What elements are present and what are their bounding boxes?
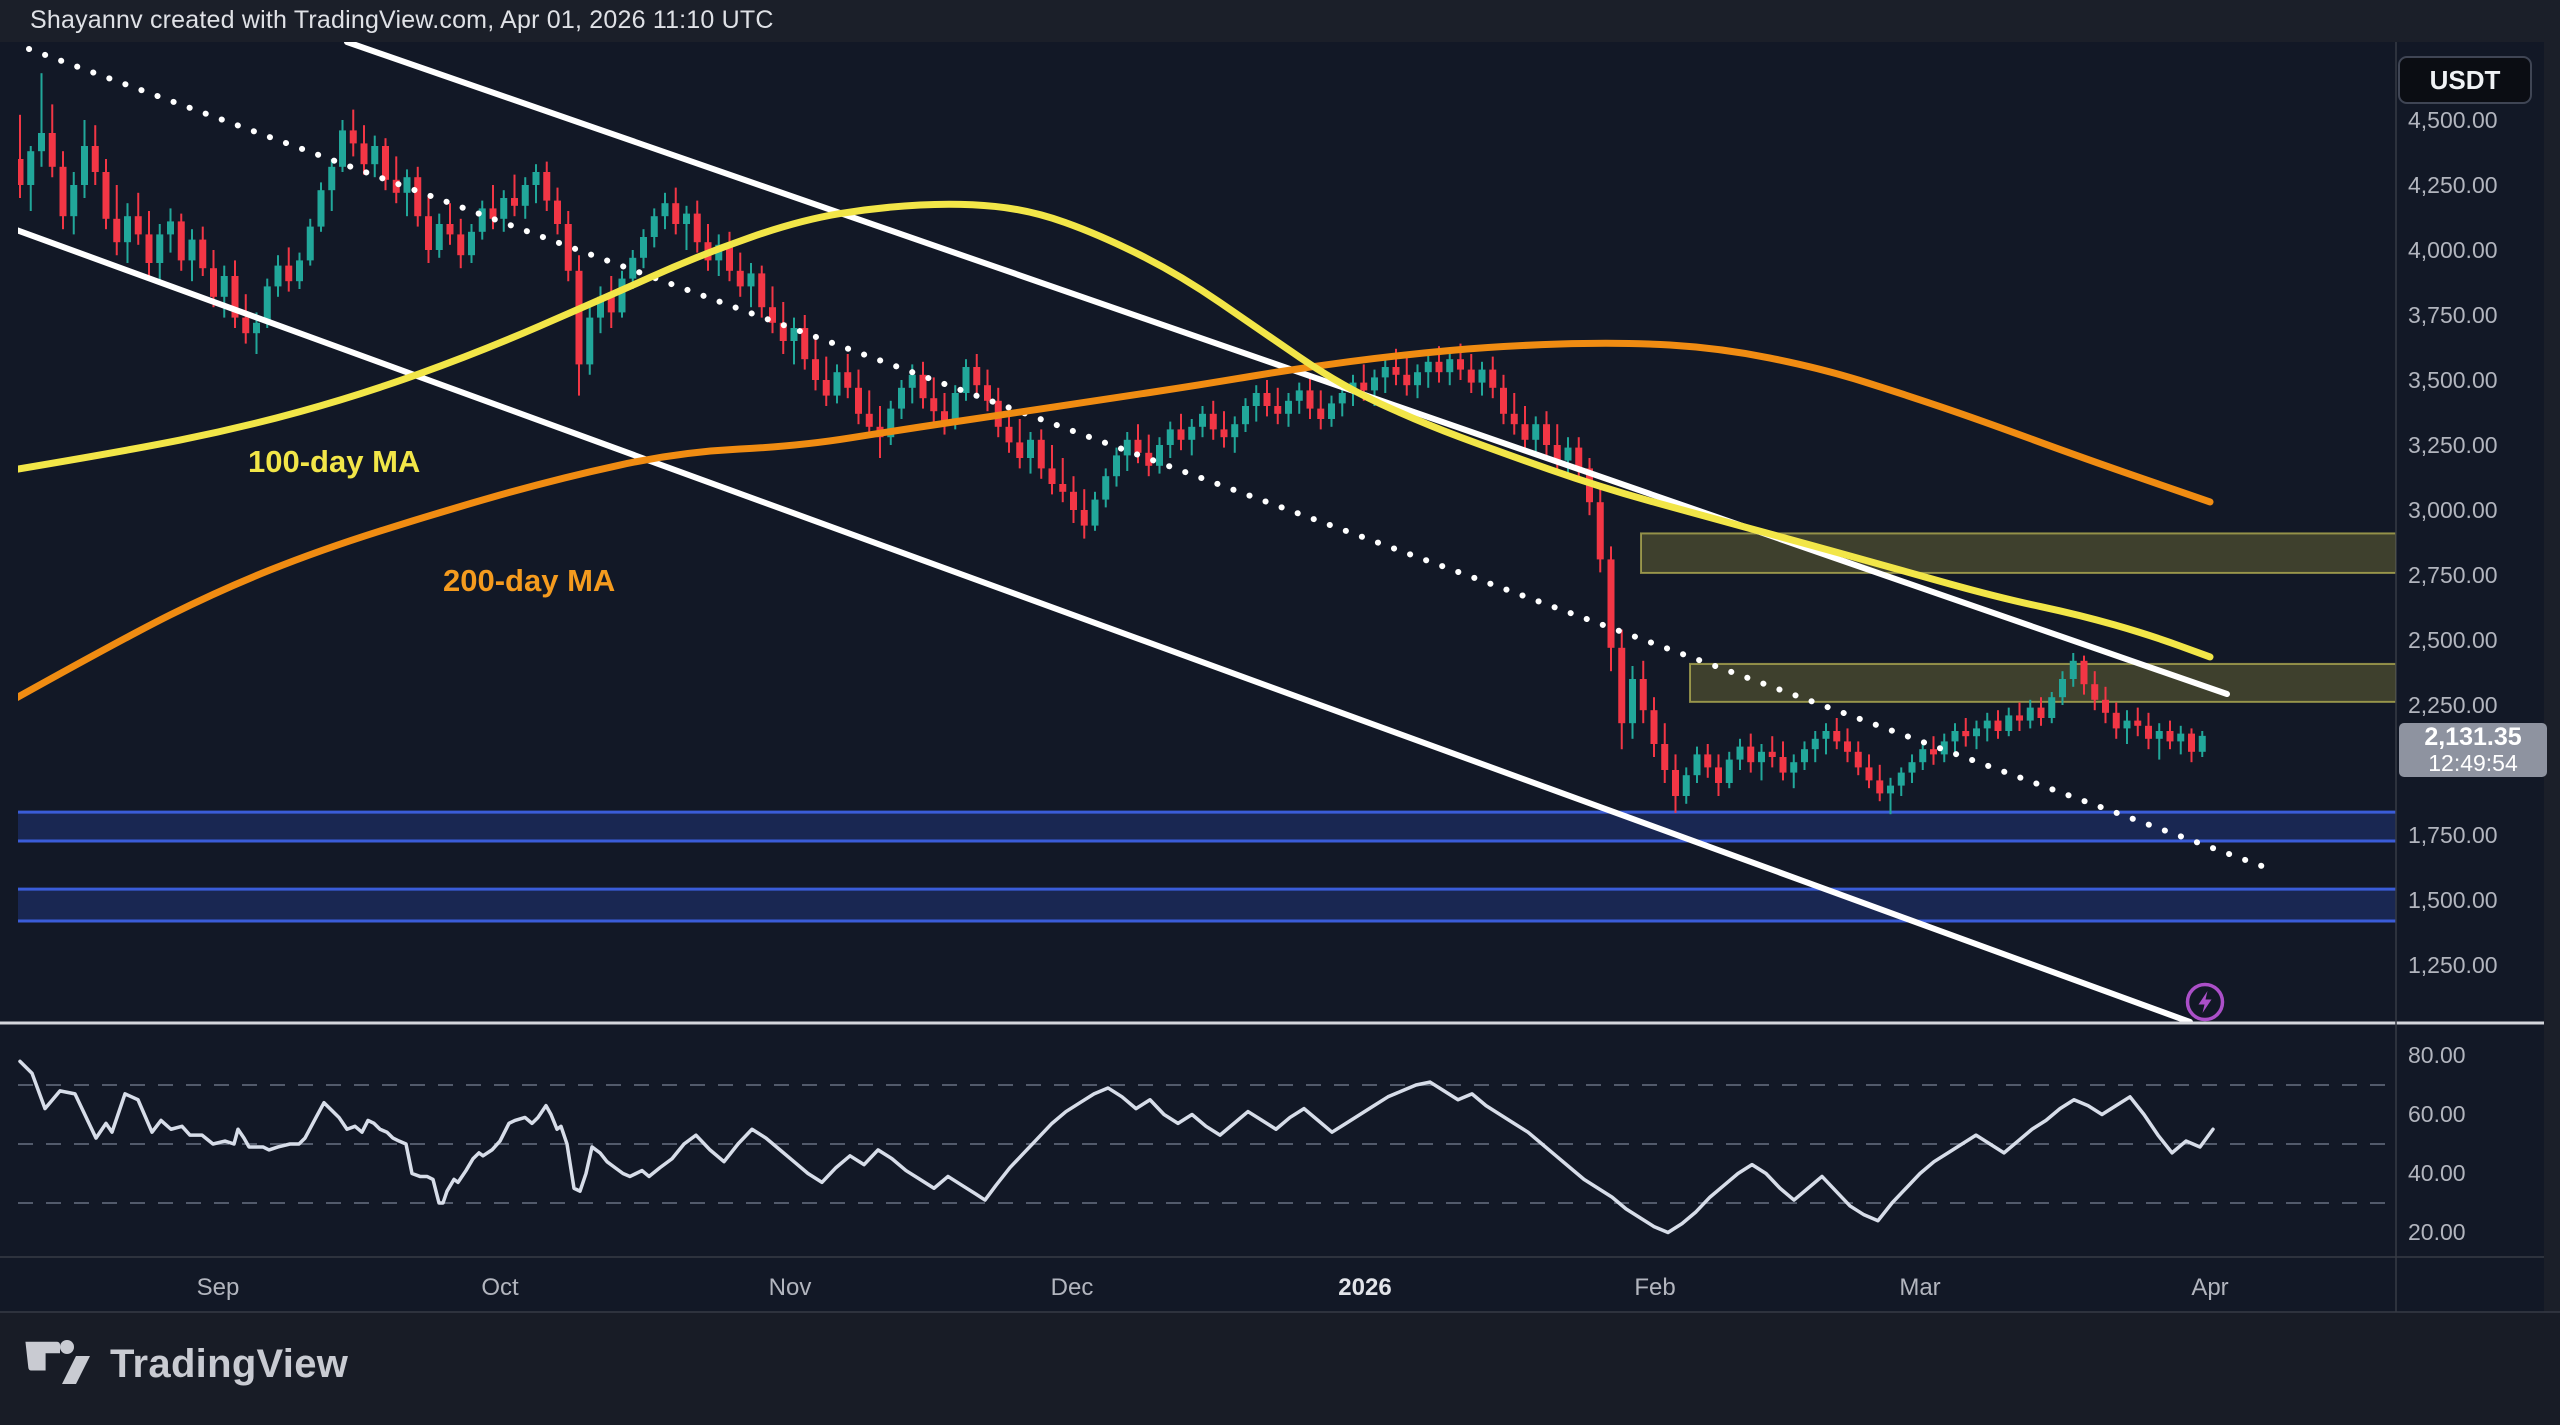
rsi-pane[interactable] <box>18 1059 2396 1235</box>
price-axis-label: 3,500.00 <box>2408 367 2498 393</box>
time-axis-label: Mar <box>1899 1274 1940 1301</box>
price-axis-label: 1,250.00 <box>2408 952 2498 978</box>
price-axis-label: 4,500.00 <box>2408 107 2498 133</box>
ma200-line[interactable] <box>0 339 2214 707</box>
price-pane[interactable] <box>0 42 2396 1023</box>
rsi-axis-label: 40.00 <box>2408 1160 2466 1186</box>
lower-channel-line[interactable] <box>0 224 2193 1023</box>
bottom-bar <box>0 1312 2560 1425</box>
time-axis-label: Apr <box>2191 1274 2228 1301</box>
price-axis-label: 2,750.00 <box>2408 562 2498 588</box>
price-axis-label: 2,500.00 <box>2408 627 2498 653</box>
rsi-axis-label: 80.00 <box>2408 1042 2466 1068</box>
lightning-icon[interactable] <box>2183 980 2227 1024</box>
price-axis-label: 1,750.00 <box>2408 822 2498 848</box>
tradingview-logo[interactable]: TradingView <box>24 1336 348 1392</box>
rsi-axis-label: 60.00 <box>2408 1101 2466 1127</box>
tradingview-logo-text: TradingView <box>110 1341 349 1386</box>
price-axis-label: 4,250.00 <box>2408 172 2498 198</box>
time-axis-label: 2026 <box>1338 1274 1391 1301</box>
attribution-text: Shayannv created with TradingView.com, A… <box>30 6 774 34</box>
tradingview-logo-icon <box>25 1340 90 1384</box>
price-axis-label: 1,500.00 <box>2408 887 2498 913</box>
time-axis-label: Nov <box>769 1274 812 1301</box>
time-axis-label: Feb <box>1634 1274 1675 1301</box>
time-axis-label: Dec <box>1051 1274 1094 1301</box>
price-axis-label: 3,250.00 <box>2408 432 2498 458</box>
price-axis-label: 3,000.00 <box>2408 497 2498 523</box>
candle-countdown: 12:49:54 <box>2428 750 2518 777</box>
time-axis-label: Sep <box>197 1274 240 1301</box>
resistance-zone <box>1640 532 2396 574</box>
price-axis-label: 2,250.00 <box>2408 692 2498 718</box>
resistance-zone <box>1689 662 2396 703</box>
last-price-value: 2,131.35 <box>2424 723 2522 752</box>
time-axis[interactable]: Sep Oct Nov Dec 2026 Feb Mar Apr <box>197 1274 2229 1301</box>
rsi-axis-label: 20.00 <box>2408 1219 2466 1245</box>
time-axis-label: Oct <box>481 1274 519 1301</box>
rsi-line <box>18 1059 2215 1235</box>
ma100-line[interactable] <box>0 200 2214 661</box>
price-axis-label: 4,000.00 <box>2408 237 2498 263</box>
last-price-badge[interactable]: 2,131.35 12:49:54 <box>2399 723 2547 777</box>
support-zone <box>18 889 2396 922</box>
price-axis-label: 3,750.00 <box>2408 302 2498 328</box>
ma200-label: 200-day MA <box>443 563 616 598</box>
price-axis[interactable]: 4,500.00 4,250.00 4,000.00 3,750.00 3,500.00… <box>2408 107 2498 1245</box>
chart-background <box>0 42 2544 1312</box>
symbol-currency-button[interactable]: USDT <box>2398 56 2532 104</box>
support-zone <box>18 812 2396 841</box>
ma100-label: 100-day MA <box>248 444 421 479</box>
